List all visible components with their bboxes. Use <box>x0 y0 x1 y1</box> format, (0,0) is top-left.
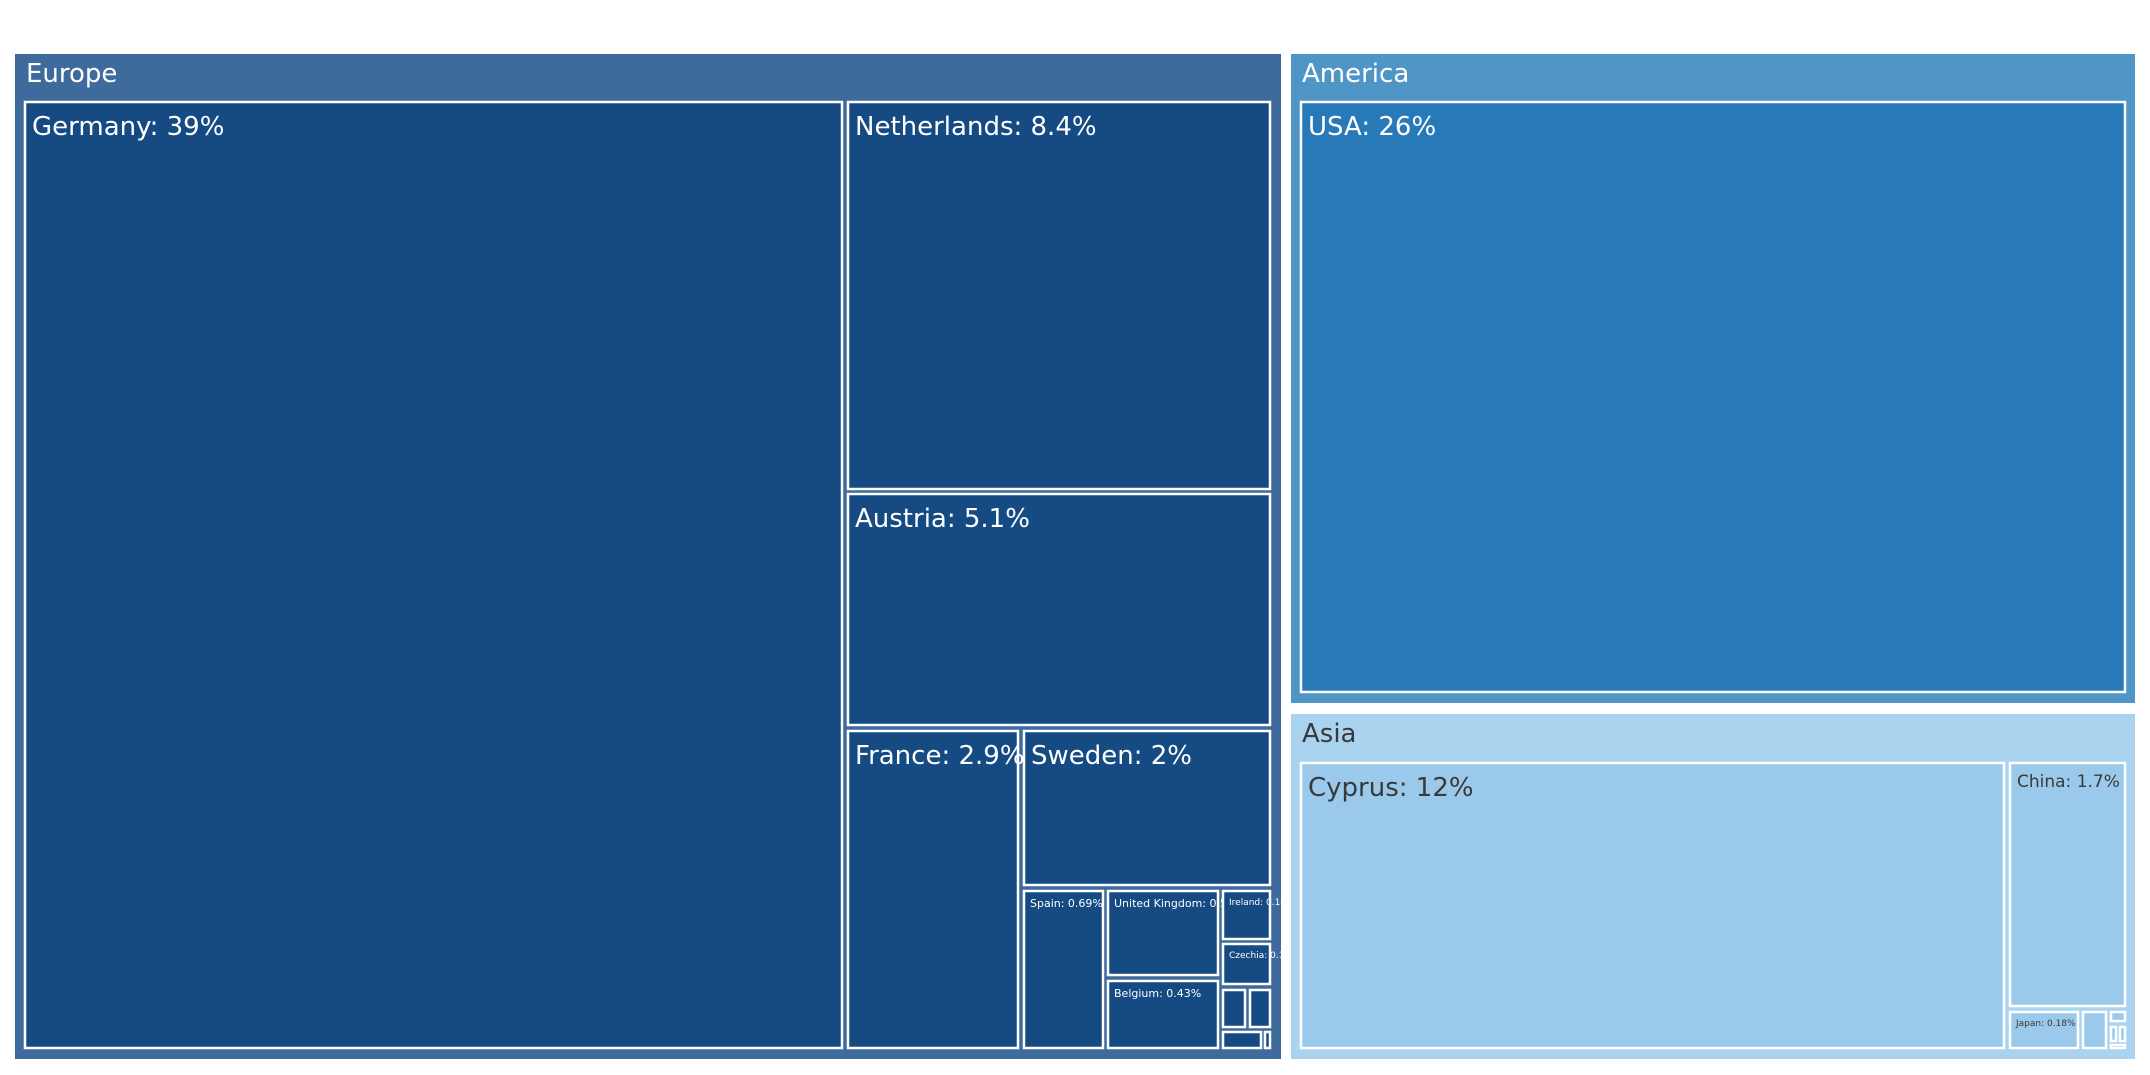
leaf-cyprus-label: Cyprus: 12% <box>1308 773 1474 803</box>
leaf-other-2-5-rect <box>2109 1025 2118 1043</box>
group-europe: Europe Germany: 39% Netherlands: 8.4% Austr… <box>13 52 1299 1061</box>
leaf-germany-label: Germany: 39% <box>32 112 224 142</box>
treemap-groups: Europe Germany: 39% Netherlands: 8.4% Austr… <box>13 52 2137 1061</box>
leaf-other-0-13-rect <box>1263 1030 1272 1050</box>
leaf-other-2-3-rect <box>2081 1010 2108 1050</box>
leaf-belgium-label: Belgium: 0.43% <box>1114 987 1201 1000</box>
leaf-czechia-label: Czechia: 0.13% <box>1229 951 1299 961</box>
leaf-france-label: France: 2.9% <box>855 741 1025 771</box>
leaf-france-rect <box>846 729 1020 1050</box>
leaf-ireland-label: Ireland: 0.14% <box>1229 898 1295 908</box>
leaf-sweden-label: Sweden: 2% <box>1031 741 1192 771</box>
leaf-germany-rect <box>23 100 844 1050</box>
leaf-united-kingdom-label: United Kingdom: 0.52% <box>1114 897 1244 910</box>
leaf-spain-label: Spain: 0.69% <box>1030 897 1103 910</box>
leaf-other-2-4-rect <box>2109 1010 2127 1023</box>
leaf-cyprus-rect <box>1299 761 2006 1050</box>
group-asia-label: Asia <box>1302 719 1357 749</box>
leaf-other-0-10-rect <box>1221 988 1247 1029</box>
group-asia: Asia Cyprus: 12% China: 1.7% Japan: 0.18% <box>1289 712 2137 1061</box>
leaf-austria-label: Austria: 5.1% <box>855 504 1030 534</box>
leaf-austria-rect <box>846 492 1272 727</box>
leaf-sweden-rect <box>1022 729 1272 887</box>
leaf-china-rect <box>2008 761 2127 1008</box>
leaf-belgium-rect <box>1106 979 1220 1050</box>
leaf-other-2-7-rect <box>2109 1043 2127 1050</box>
leaf-other-2-6-rect <box>2118 1025 2127 1043</box>
leaf-netherlands-rect <box>846 100 1272 491</box>
leaf-spain-rect <box>1022 889 1105 1050</box>
leaf-ireland-rect <box>1221 889 1272 941</box>
leaf-netherlands-label: Netherlands: 8.4% <box>855 112 1097 142</box>
group-europe-label: Europe <box>26 59 117 89</box>
leaf-china-label: China: 1.7% <box>2017 772 2120 792</box>
leaf-usa-rect <box>1299 100 2127 694</box>
leaf-japan-rect <box>2008 1010 2080 1050</box>
leaf-other-0-12-rect <box>1221 1030 1263 1050</box>
leaf-czechia-rect <box>1221 942 1272 986</box>
leaf-usa-label: USA: 26% <box>1308 112 1436 142</box>
leaf-united-kingdom-rect <box>1106 889 1220 977</box>
group-america: America USA: 26% <box>1289 52 2137 705</box>
leaf-other-0-11-rect <box>1248 988 1272 1029</box>
leaf-japan-label: Japan: 0.18% <box>2015 1019 2076 1029</box>
group-america-label: America <box>1302 59 1409 89</box>
